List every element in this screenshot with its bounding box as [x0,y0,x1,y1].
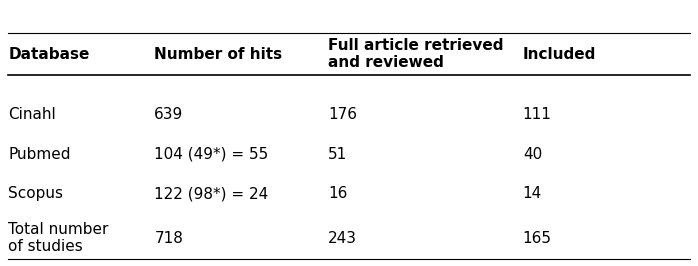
Text: 40: 40 [523,147,542,161]
Text: 639: 639 [154,107,184,122]
Text: Database: Database [8,47,90,61]
Text: 16: 16 [328,186,348,201]
Text: 718: 718 [154,231,183,246]
Text: 243: 243 [328,231,357,246]
Text: Scopus: Scopus [8,186,64,201]
Text: 111: 111 [523,107,551,122]
Text: Number of hits: Number of hits [154,47,283,61]
Text: Full article retrieved
and reviewed: Full article retrieved and reviewed [328,38,504,70]
Text: 165: 165 [523,231,552,246]
Text: Included: Included [523,47,596,61]
Text: 122 (98*) = 24: 122 (98*) = 24 [154,186,269,201]
Text: 176: 176 [328,107,357,122]
Text: 104 (49*) = 55: 104 (49*) = 55 [154,147,269,161]
Text: Total number
of studies: Total number of studies [8,222,109,255]
Text: 14: 14 [523,186,542,201]
Text: Cinahl: Cinahl [8,107,56,122]
Text: 51: 51 [328,147,348,161]
Text: Pubmed: Pubmed [8,147,70,161]
